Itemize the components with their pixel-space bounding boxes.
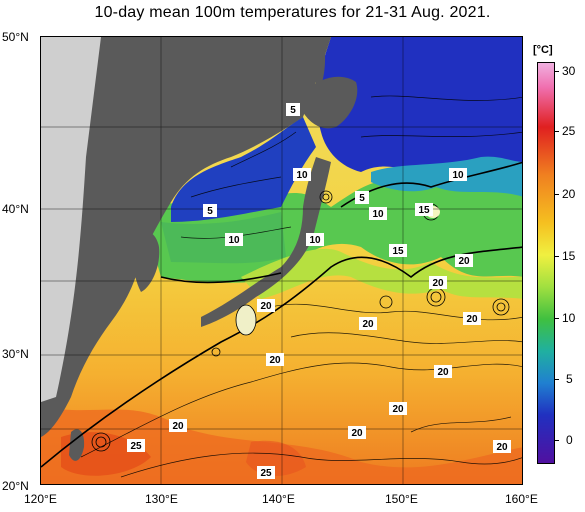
contour-label-20: 20: [362, 319, 374, 330]
contour-label-20: 20: [351, 428, 363, 439]
lat-label-40n: 40°N: [2, 202, 29, 216]
taiwan: [69, 429, 85, 461]
contour-label-20: 20: [172, 421, 184, 432]
contour-label-20: 20: [437, 367, 449, 378]
lon-label-140e: 140°E: [262, 492, 295, 506]
lat-label-50n: 50°N: [2, 30, 29, 44]
colorbar-tick-10: 10: [562, 311, 576, 325]
contour-label-10: 10: [228, 235, 240, 246]
map-canvas: 5 10 5 10 10 5 10 15 10 15 20 20 20: [41, 37, 522, 484]
colorbar-unit: [°C]: [533, 44, 553, 56]
korea-land: [133, 231, 160, 292]
lat-label-20n: 20°N: [2, 479, 29, 493]
colorbar-tick-25: 25: [562, 124, 576, 138]
cold-eddy-south-japan: [235, 304, 257, 336]
contour-label-5: 5: [359, 193, 365, 204]
lon-label-160e: 160°E: [505, 492, 538, 506]
japan-sea-cold: [171, 117, 316, 222]
colorbar-tick-30: 30: [562, 64, 576, 78]
temperature-map: 5 10 5 10 10 5 10 15 10 15 20 20 20: [40, 36, 523, 485]
contour-label-5: 5: [290, 105, 296, 116]
contour-label-25: 25: [260, 468, 272, 479]
colorbar: [537, 62, 555, 464]
lat-label-30n: 30°N: [2, 347, 29, 361]
contour-label-20: 20: [260, 301, 272, 312]
contour-label-20: 20: [269, 355, 281, 366]
colorbar-tick-15: 15: [562, 249, 576, 263]
lon-label-120e: 120°E: [24, 492, 57, 506]
colorbar-tick-5: 5: [566, 372, 573, 386]
map-title: 10-day mean 100m temperatures for 21-31 …: [94, 4, 491, 21]
japan-hokkaido: [303, 76, 358, 129]
contour-label-10: 10: [372, 209, 384, 220]
contour-label-20: 20: [458, 256, 470, 267]
asia-land: [41, 37, 331, 437]
contour-label-20: 20: [432, 278, 444, 289]
contour-label-10: 10: [452, 170, 464, 181]
contour-label-20: 20: [392, 404, 404, 415]
contour-label-10: 10: [309, 235, 321, 246]
china-coast-light: [41, 37, 101, 402]
contour-label-20: 20: [466, 314, 478, 325]
graticule: [41, 37, 522, 484]
contour-label-15: 15: [418, 205, 430, 216]
cold-water-north: [316, 37, 522, 177]
contour-label-5: 5: [207, 206, 213, 217]
lon-label-130e: 130°E: [145, 492, 178, 506]
sakhalin: [309, 37, 326, 92]
contour-label-15: 15: [392, 246, 404, 257]
colorbar-tick-0: 0: [566, 433, 573, 447]
cold-water-oyashio: [371, 156, 522, 197]
yellow-green-front: [241, 248, 522, 299]
japan-honshu: [201, 157, 331, 327]
colorbar-tick-20: 20: [562, 187, 576, 201]
contour-label-10: 10: [296, 170, 308, 181]
contour-label-20: 20: [496, 442, 508, 453]
contour-label-25: 25: [130, 441, 142, 452]
lon-label-150e: 150°E: [385, 492, 418, 506]
